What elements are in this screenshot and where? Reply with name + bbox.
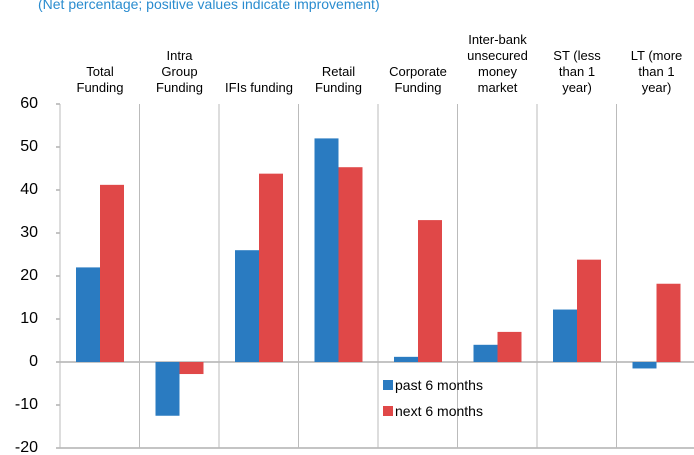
x-tick-label: ST (less than 1 year)	[553, 48, 601, 95]
y-tick-label: 0	[29, 353, 38, 370]
bar	[656, 283, 681, 362]
y-tick-label: 40	[20, 181, 38, 198]
legend-item: past 6 months	[383, 377, 483, 393]
bar	[100, 184, 124, 362]
bar	[155, 362, 180, 416]
legend-swatch	[383, 406, 393, 416]
bar	[76, 267, 100, 362]
chart-subtitle: (Net percentage; positive values indicat…	[38, 0, 380, 12]
y-tick-label: 50	[20, 138, 38, 155]
bar	[259, 173, 283, 362]
bar	[497, 331, 522, 362]
y-tick-label: -10	[14, 396, 38, 413]
x-tick-label: Retail Funding	[315, 64, 362, 95]
x-tick-label: Total Funding	[76, 64, 124, 95]
x-tick-label: IFIs funding	[225, 80, 293, 95]
bar	[394, 356, 418, 362]
bar	[235, 250, 259, 362]
legend-item: next 6 months	[383, 403, 483, 419]
bar	[632, 362, 657, 369]
y-tick-label: 60	[20, 95, 38, 112]
x-tick-label: LT (more than 1 year)	[630, 48, 683, 95]
legend-label: past 6 months	[395, 377, 483, 393]
bar	[179, 362, 204, 375]
bar	[338, 167, 363, 362]
bar	[577, 259, 601, 362]
legend-swatch	[383, 380, 393, 390]
bar	[314, 138, 339, 362]
y-tick-label: 10	[20, 310, 38, 327]
y-tick-label: -20	[14, 439, 38, 455]
y-tick-label: 30	[20, 224, 38, 241]
x-tick-label: Intra Group Funding	[156, 48, 203, 95]
x-tick-label: Inter-bank unsecured money market	[467, 32, 528, 95]
bar	[418, 220, 442, 362]
legend-label: next 6 months	[395, 403, 483, 419]
bar	[473, 344, 498, 362]
bar	[553, 309, 577, 362]
y-tick-label: 20	[20, 267, 38, 284]
x-tick-label: Corporate Funding	[389, 64, 447, 95]
